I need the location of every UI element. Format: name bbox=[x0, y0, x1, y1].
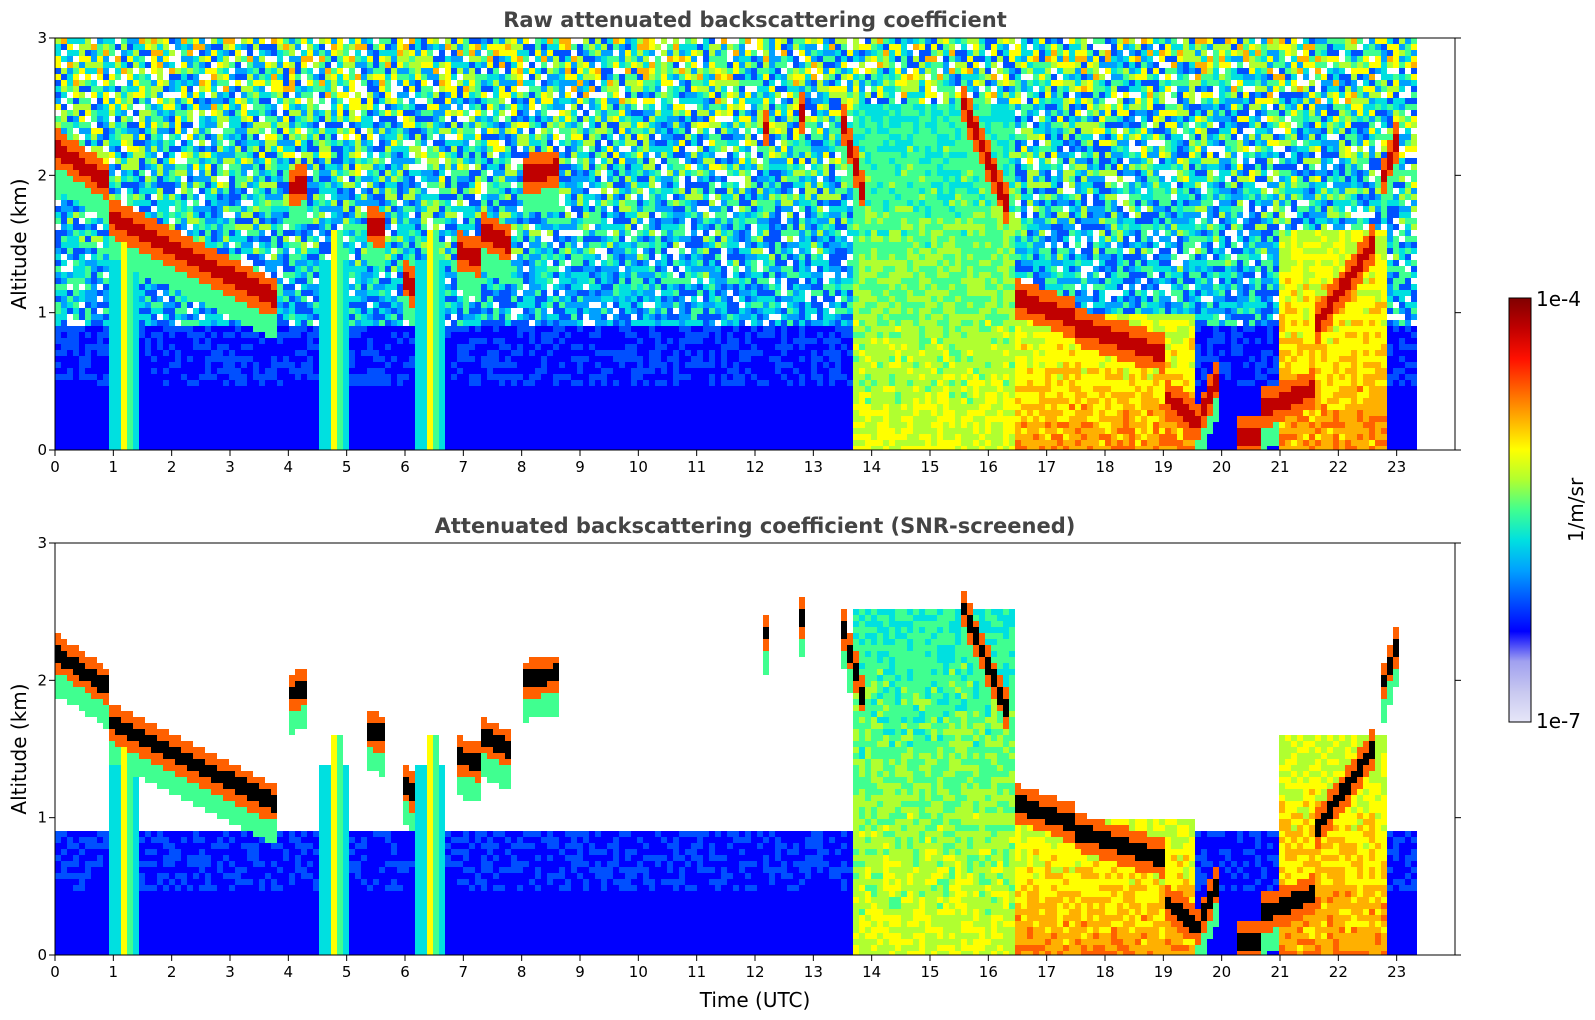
colorbar-min-label: 1e-7 bbox=[1536, 709, 1581, 733]
x-tick-label: 7 bbox=[459, 458, 469, 476]
y-tick-label: 3 bbox=[37, 29, 47, 47]
y-tick-label: 1 bbox=[37, 304, 47, 322]
x-tick-label: 23 bbox=[1387, 963, 1406, 981]
x-tick-label: 11 bbox=[687, 458, 706, 476]
x-tick-label: 9 bbox=[575, 458, 585, 476]
x-tick-label: 3 bbox=[225, 963, 235, 981]
x-tick-label: 13 bbox=[804, 458, 823, 476]
x-tick-label: 15 bbox=[920, 963, 939, 981]
x-tick-label: 18 bbox=[1095, 963, 1114, 981]
x-tick-label: 20 bbox=[1212, 458, 1231, 476]
x-tick-label: 7 bbox=[459, 963, 469, 981]
colorbar-unit-label: 1/m/sr bbox=[1564, 477, 1588, 542]
x-tick-label: 18 bbox=[1095, 458, 1114, 476]
x-tick-label: 9 bbox=[575, 963, 585, 981]
x-tick-label: 1 bbox=[109, 963, 119, 981]
x-tick-label: 10 bbox=[629, 963, 648, 981]
y-axis: 0 1 2 3 bbox=[37, 534, 1461, 964]
x-axis-label: Time (UTC) bbox=[699, 988, 811, 1012]
chart-panel-snr: Attenuated backscattering coefficient (S… bbox=[7, 514, 1461, 1012]
x-tick-label: 4 bbox=[284, 458, 294, 476]
chart-title: Raw attenuated backscattering coefficien… bbox=[503, 8, 1007, 32]
x-tick-label: 16 bbox=[979, 458, 998, 476]
x-tick-label: 14 bbox=[862, 963, 881, 981]
x-tick-label: 5 bbox=[342, 458, 352, 476]
x-tick-label: 12 bbox=[745, 963, 764, 981]
x-tick-label: 8 bbox=[517, 963, 527, 981]
x-axis: 0 1 2 3 4 5 6 7 8 9 10 11 12 13 14 15 16 17 18 19 20 21 22 23 bbox=[50, 450, 1406, 476]
x-tick-label: 10 bbox=[629, 458, 648, 476]
x-tick-label: 2 bbox=[167, 458, 177, 476]
x-tick-label: 1 bbox=[109, 458, 119, 476]
colorbar-max-label: 1e-4 bbox=[1536, 287, 1581, 311]
y-tick-label: 2 bbox=[37, 166, 47, 184]
y-axis-label: Altitude (km) bbox=[7, 178, 31, 309]
x-tick-label: 14 bbox=[862, 458, 881, 476]
y-tick-label: 0 bbox=[37, 946, 47, 964]
x-tick-label: 6 bbox=[400, 963, 410, 981]
colorbar-gradient bbox=[1508, 297, 1532, 723]
heatmap-layer bbox=[55, 591, 1417, 955]
x-tick-label: 2 bbox=[167, 963, 177, 981]
y-axis: 0 1 2 3 bbox=[37, 29, 1461, 459]
x-tick-label: 17 bbox=[1037, 963, 1056, 981]
x-tick-label: 19 bbox=[1154, 963, 1173, 981]
x-tick-label: 15 bbox=[920, 458, 939, 476]
y-tick-label: 2 bbox=[37, 671, 47, 689]
x-tick-label: 6 bbox=[400, 458, 410, 476]
x-tick-label: 21 bbox=[1270, 963, 1289, 981]
y-tick-label: 0 bbox=[37, 441, 47, 459]
x-tick-label: 4 bbox=[284, 963, 294, 981]
x-tick-label: 11 bbox=[687, 963, 706, 981]
x-tick-label: 12 bbox=[745, 458, 764, 476]
y-tick-label: 3 bbox=[37, 534, 47, 552]
x-tick-label: 20 bbox=[1212, 963, 1231, 981]
x-tick-label: 22 bbox=[1329, 963, 1348, 981]
x-tick-label: 23 bbox=[1387, 458, 1406, 476]
chart-title: Attenuated backscattering coefficient (S… bbox=[435, 514, 1076, 538]
y-axis-label: Altitude (km) bbox=[7, 683, 31, 814]
x-tick-label: 13 bbox=[804, 963, 823, 981]
x-tick-label: 0 bbox=[50, 963, 60, 981]
x-tick-label: 22 bbox=[1329, 458, 1348, 476]
chart-panel-raw: Raw attenuated backscattering coefficien… bbox=[7, 8, 1461, 476]
x-tick-label: 21 bbox=[1270, 458, 1289, 476]
x-tick-label: 0 bbox=[50, 458, 60, 476]
colorbar: 1e-4 1e-7 1/m/sr bbox=[1508, 287, 1588, 733]
x-tick-label: 17 bbox=[1037, 458, 1056, 476]
x-tick-label: 19 bbox=[1154, 458, 1173, 476]
x-tick-label: 3 bbox=[225, 458, 235, 476]
x-tick-label: 5 bbox=[342, 963, 352, 981]
heatmap-layer bbox=[55, 38, 1417, 450]
x-axis: 0 1 2 3 4 5 6 7 8 9 10 11 12 13 14 15 16 17 18 19 20 21 22 23 bbox=[50, 955, 1406, 981]
x-tick-label: 16 bbox=[979, 963, 998, 981]
y-tick-label: 1 bbox=[37, 809, 47, 827]
x-tick-label: 8 bbox=[517, 458, 527, 476]
